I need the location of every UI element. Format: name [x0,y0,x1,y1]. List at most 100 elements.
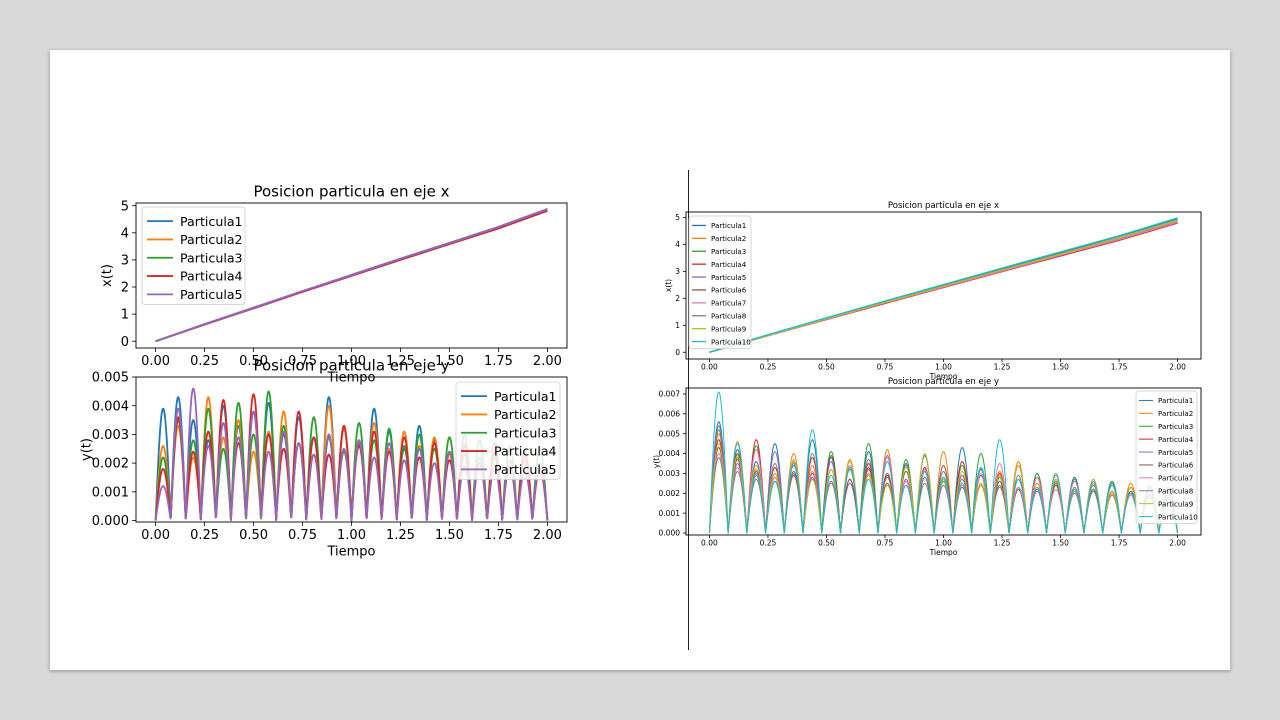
x-tick-label: 0.00 [141,354,170,369]
legend-label: Particula10 [711,337,751,346]
y-tick-label: 2 [121,281,129,296]
y-tick-label: 1 [675,321,680,330]
y-tick-label: 4 [675,240,680,249]
legend-label: Particula9 [711,324,747,333]
y-tick-label: 0.005 [92,371,129,386]
y-tick-label: 0 [675,348,680,357]
x-tick-label: 2.00 [533,528,562,543]
x-tick-label: 0.75 [877,539,894,548]
legend-label: Particula3 [180,250,243,265]
y-tick-label: 0.000 [92,514,129,529]
x-tick-label: 0.00 [701,363,718,372]
legend-label: Particula5 [180,287,243,302]
x-tick-label: 2.00 [1169,539,1186,548]
y-tick-label: 0.002 [92,457,129,472]
y-tick-label: 1 [121,308,129,323]
y-tick-label: 0.000 [659,529,681,538]
y-tick-label: 0.005 [659,429,681,438]
x-axis-label: Tiempo [929,548,958,557]
legend-label: Particula1 [1158,396,1193,405]
y-tick-label: 0.006 [659,409,681,418]
chart-right-bottom: 0.00 0.25 0.50 0.75 1.00 1.25 1.50 1.75 2.00 0.00… [652,377,1202,557]
legend-label: Particula2 [494,407,557,422]
series-group [155,208,548,343]
legend-label: Particula6 [711,286,747,295]
legend-box [141,206,246,305]
x-tick-label: 2.00 [1169,363,1186,372]
y-axis-label: y(t) [79,438,94,461]
legend-label: Particula9 [1158,499,1194,508]
chart-left-bottom: 0.00 0.25 0.50 0.75 1.00 1.25 1.50 1.75 2.00 0.00… [79,356,568,559]
x-tick-label: 0.50 [239,354,268,369]
y-tick-label: 3 [121,253,129,268]
legend-label: Particula8 [1158,486,1194,495]
x-axis-label: Tiempo [326,370,375,385]
x-axis-label: Tiempo [326,544,375,559]
x-tick-label: 0.25 [760,539,777,548]
legend-label: Particula4 [711,260,747,269]
slide [50,50,1230,670]
legend-label: Particula2 [711,234,746,243]
x-tick-label: 1.25 [386,354,415,369]
legend-label: Particula8 [711,311,747,320]
x-tick-label: 1.75 [484,354,513,369]
legend-label: Particula4 [1158,435,1194,444]
x-tick-label: 0.25 [760,363,777,372]
x-tick-label: 0.50 [818,539,835,548]
x-tick-label: 0.25 [190,354,219,369]
y-axis-label: x(t) [664,279,673,292]
x-tick-label: 0.00 [141,528,170,543]
x-tick-label: 1.50 [435,528,464,543]
x-tick-label: 1.75 [1111,539,1128,548]
x-tick-label: 0.75 [877,363,894,372]
x-tick-label: 0.00 [701,539,718,548]
y-tick-label: 0.001 [659,509,681,518]
x-tick-label: 1.00 [337,528,366,543]
chart-title: Posicion particula en eje x [888,201,999,211]
series-line-particula5 [155,208,548,343]
legend-label: Particula10 [1158,512,1198,521]
y-tick-label: 0.003 [92,428,129,443]
legend-label: Particula3 [494,425,557,440]
series-group [708,391,1179,534]
x-tick-label: 1.00 [337,354,366,369]
legend-label: Particula6 [1158,461,1194,470]
legend-label: Particula5 [494,462,557,477]
chart-title: Posicion particula en eje y [253,356,449,374]
x-tick-label: 2.00 [533,354,562,369]
y-tick-label: 3 [675,267,680,276]
x-tick-label: 1.25 [994,363,1011,372]
x-tick-label: 1.25 [994,539,1011,548]
legend-label: Particula5 [711,273,746,282]
series-line-particula10 [708,391,1179,534]
series-line-particula10 [709,217,1178,353]
x-axis-label: Tiempo [929,372,958,381]
x-tick-label: 1.00 [935,363,952,372]
x-tick-label: 1.50 [1052,539,1069,548]
legend-label: Particula5 [1158,448,1193,457]
x-tick-label: 0.75 [288,354,317,369]
series-line-particula9 [708,443,1179,534]
legend-label: Particula4 [494,444,557,459]
divider-line [688,170,689,650]
legend-label: Particula3 [1158,422,1193,431]
x-tick-label: 1.75 [484,528,513,543]
x-tick-label: 1.50 [1052,363,1069,372]
legend-label: Particula2 [180,232,243,247]
series-group [709,217,1178,353]
x-tick-label: 1.00 [935,539,952,548]
y-tick-label: 0.007 [659,390,681,399]
y-axis-label: y(t) [652,455,661,468]
y-tick-label: 0.001 [92,485,129,500]
legend-label: Particula2 [1158,409,1193,418]
legend-label: Particula7 [711,299,746,308]
x-tick-label: 1.25 [386,528,415,543]
y-tick-label: 0 [121,335,129,350]
x-tick-label: 0.50 [239,528,268,543]
x-tick-label: 1.75 [1111,363,1128,372]
y-tick-label: 5 [675,213,680,222]
x-tick-label: 0.50 [818,363,835,372]
chart-title: Posicion particula en eje y [888,377,999,387]
legend-label: Particula4 [180,269,243,284]
